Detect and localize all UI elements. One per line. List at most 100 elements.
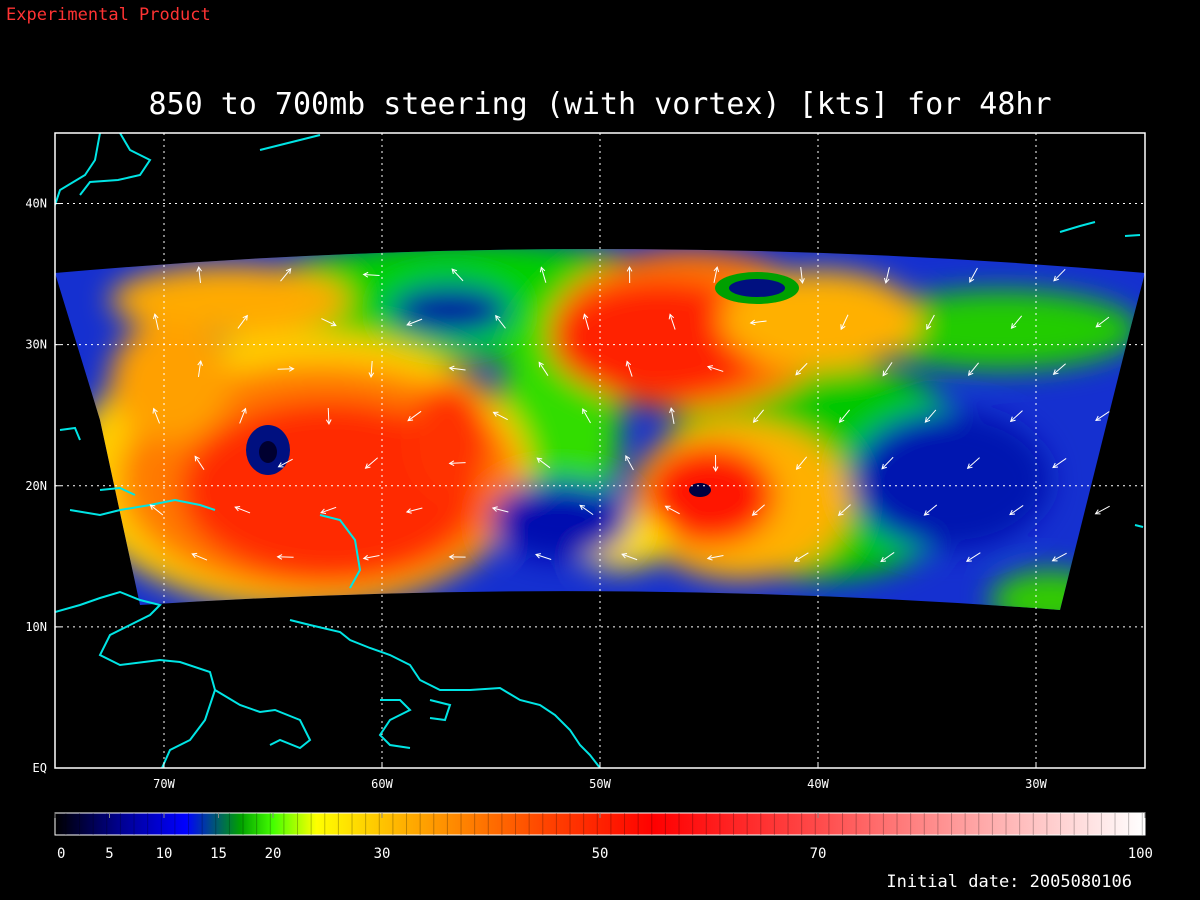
colorbar-tick-label: 10 [156,846,173,862]
lat-tick-label: 10N [25,620,47,634]
wind-vector-arrow [197,360,203,377]
wind-vector-arrow [749,319,767,326]
wind-vector-arrow [752,409,765,424]
wind-vector-arrow [362,554,380,561]
wind-vector-arrow [194,455,205,470]
wind-vector-arrow [234,505,251,514]
wind-vector-arrow [966,457,980,470]
wind-vector-arrow [582,408,591,424]
wind-vector-arrow [880,552,895,563]
colorbar-tick-label: 0 [57,846,65,862]
wind-vector-arrow [492,411,508,421]
lat-tick-label: 30N [25,338,47,352]
wind-vector-arrow [883,267,890,284]
wind-vector-arrow [362,271,380,278]
wind-vector-arrow [320,506,337,514]
wind-vector-arrow [579,504,594,516]
wind-vector-arrow [368,360,375,379]
wind-vector-arrow [923,504,938,516]
latitude-tick-labels: EQ 10N 20N 30N 40N [25,197,61,775]
wind-vector-arrow [325,407,332,426]
lon-tick-label: 60W [371,777,393,791]
wind-vector-arrow [535,553,552,560]
wind-vector-arrow [1010,315,1023,329]
experimental-product-banner: Experimental Product [6,5,211,25]
colorbar-tick-label: 20 [265,846,282,862]
wind-vector-arrow [625,455,634,471]
wind-vector-arrow [838,409,851,424]
wind-vector-arrow [191,552,208,561]
wind-vector-arrow [280,268,292,282]
lat-tick-label: 40N [25,197,47,211]
wind-vector-arrow [196,266,202,284]
wind-vectors [149,265,1110,563]
colorbar-tick-label: 15 [210,846,227,862]
lat-tick-label: 20N [25,479,47,493]
wind-vector-arrow [405,507,423,514]
wind-vector-arrow [277,458,293,468]
storm-eye-central [689,483,711,497]
wind-vector-arrow [967,362,980,377]
colorbar-tick-labels: 0 5 10 15 20 30 50 70 100 [54,813,1153,862]
wind-vector-arrow [664,505,680,515]
wind-vector-arrow [1053,268,1066,282]
map-title: 850 to 700mb steering (with vortex) [kts… [148,87,1051,122]
wind-vector-arrow [965,552,981,562]
wind-vector-arrow [536,457,551,469]
wind-vector-arrow [969,267,978,283]
wind-vector-arrow [706,554,724,561]
lon-tick-label: 30W [1025,777,1047,791]
wind-vector-arrow [793,552,809,562]
wind-vector-arrow [1009,505,1024,516]
wind-vector-arrow [926,314,935,330]
wind-vector-arrow [881,456,894,470]
wind-vector-arrow [448,460,466,467]
wind-vector-arrow [539,266,547,283]
initial-date-label: Initial date: 2005080106 [886,872,1132,892]
wind-vector-arrow [582,313,590,330]
wind-vector-arrow [152,407,161,424]
wind-vector-arrow [495,314,506,329]
lat-lon-grid [55,133,1145,768]
colorbar-tick-label: 100 [1128,846,1153,862]
wind-vector-arrow [668,313,676,330]
wind-vector-arrow [712,454,719,473]
wind-vector-arrow [407,410,422,422]
lon-tick-label: 50W [589,777,611,791]
wind-vector-arrow [837,504,851,517]
wind-vector-arrow [406,318,423,327]
map-plot-area [55,133,1145,768]
wind-vector-arrow [1095,316,1110,328]
lat-tick-label: EQ [33,761,47,775]
wind-vector-arrow [706,365,724,372]
wind-vector-arrow [237,314,248,329]
wind-vector-arrow [924,409,937,423]
wind-vector-arrow [669,407,675,424]
wind-vector-arrow [277,366,295,372]
wind-vector-arrow [795,362,808,376]
wind-vector-arrow [621,553,638,561]
longitude-tick-labels: 70W 60W 50W 40W 30W [153,762,1048,791]
wind-vector-arrow [713,266,720,283]
wind-vector-arrow [795,456,808,470]
wind-vector-arrow [625,360,633,377]
wind-vector-arrow [276,554,294,560]
wind-vector-arrow [149,504,164,516]
wind-vector-arrow [448,554,466,560]
wind-vector-arrow [451,268,464,282]
wind-speed-field [55,249,1145,610]
wind-vector-arrow [321,318,337,327]
wind-vector-arrow [1095,411,1110,421]
colorbar-tick-label: 70 [810,846,827,862]
wind-vector-arrow [840,314,849,331]
wind-vector-arrow [491,506,509,513]
wind-vector-arrow [364,457,379,469]
wind-vector-arrow [239,407,247,424]
wind-vector-arrow [538,361,549,376]
colorbar-tick-label: 50 [592,846,609,862]
lon-tick-label: 70W [153,777,175,791]
wind-vector-arrow [1052,458,1067,469]
wind-vector-arrow [1051,552,1067,562]
wind-vector-arrow [882,362,893,377]
wind-vector-arrow [448,365,466,372]
